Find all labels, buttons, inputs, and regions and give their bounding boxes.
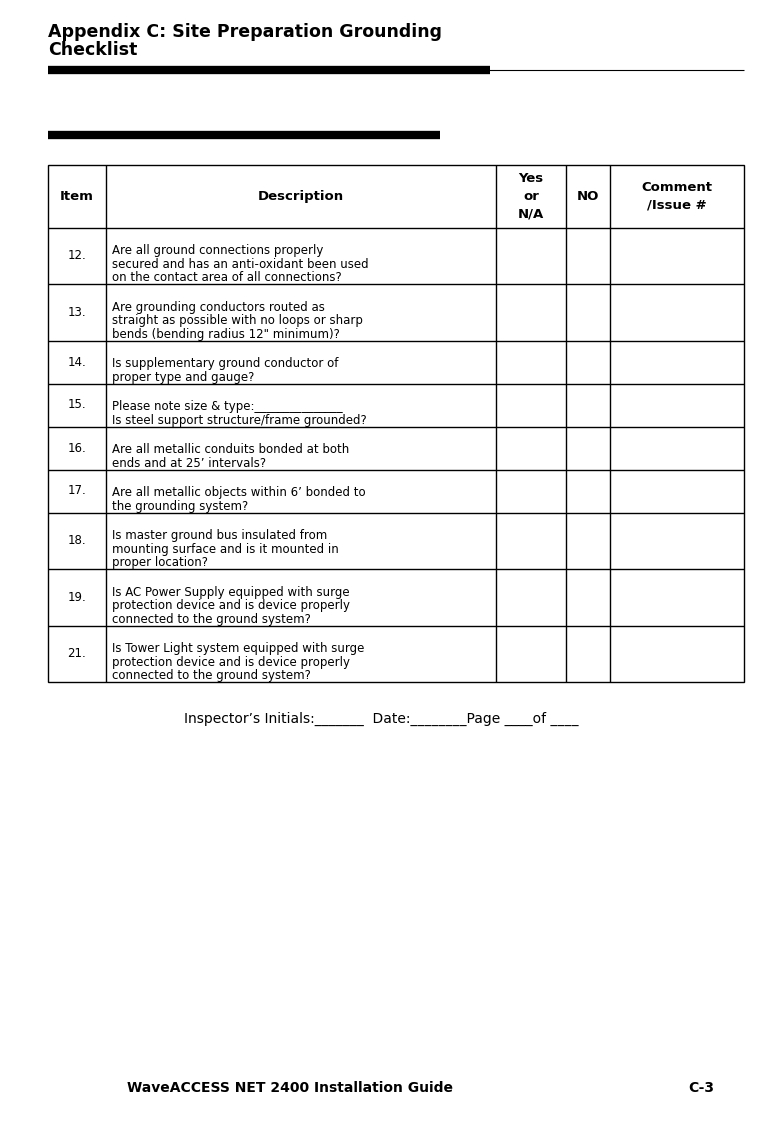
Text: 13.: 13. <box>68 306 86 318</box>
Text: Is master ground bus insulated from: Is master ground bus insulated from <box>112 529 327 542</box>
Text: 17.: 17. <box>68 485 86 497</box>
Text: 15.: 15. <box>68 398 86 412</box>
Text: protection device and is device properly: protection device and is device properly <box>112 656 350 668</box>
Text: Is AC Power Supply equipped with surge: Is AC Power Supply equipped with surge <box>112 586 350 598</box>
Text: secured and has an anti-oxidant been used: secured and has an anti-oxidant been use… <box>112 258 369 271</box>
Text: Checklist: Checklist <box>48 40 137 58</box>
Text: proper type and gauge?: proper type and gauge? <box>112 371 255 384</box>
Text: 21.: 21. <box>68 647 86 660</box>
Text: the grounding system?: the grounding system? <box>112 500 248 513</box>
Text: Appendix C: Site Preparation Grounding: Appendix C: Site Preparation Grounding <box>48 22 442 40</box>
Text: Are all metallic objects within 6’ bonded to: Are all metallic objects within 6’ bonde… <box>112 486 366 500</box>
Text: Is steel support structure/frame grounded?: Is steel support structure/frame grounde… <box>112 414 367 426</box>
Text: WaveACCESS NET 2400 Installation Guide: WaveACCESS NET 2400 Installation Guide <box>126 1081 453 1095</box>
Text: Are grounding conductors routed as: Are grounding conductors routed as <box>112 300 325 314</box>
Text: connected to the ground system?: connected to the ground system? <box>112 669 311 682</box>
Bar <box>48 165 744 682</box>
Text: Is Tower Light system equipped with surge: Is Tower Light system equipped with surg… <box>112 642 364 655</box>
Text: Please note size & type:_______________: Please note size & type:_______________ <box>112 400 343 413</box>
Text: Yes
or
N/A: Yes or N/A <box>518 172 544 220</box>
Text: NO: NO <box>577 190 599 202</box>
Text: Item: Item <box>60 190 94 202</box>
Text: Is supplementary ground conductor of: Is supplementary ground conductor of <box>112 358 338 370</box>
Text: 18.: 18. <box>68 534 86 547</box>
Text: mounting surface and is it mounted in: mounting surface and is it mounted in <box>112 542 339 556</box>
Text: on the contact area of all connections?: on the contact area of all connections? <box>112 271 341 285</box>
Text: ends and at 25’ intervals?: ends and at 25’ intervals? <box>112 457 266 470</box>
Text: C-3: C-3 <box>688 1081 714 1095</box>
Text: bends (bending radius 12" minimum)?: bends (bending radius 12" minimum)? <box>112 327 340 341</box>
Text: 19.: 19. <box>68 591 86 604</box>
Text: 12.: 12. <box>68 250 86 262</box>
Text: 14.: 14. <box>68 356 86 369</box>
Text: 16.: 16. <box>68 441 86 454</box>
Text: proper location?: proper location? <box>112 556 208 569</box>
Text: Comment
/Issue #: Comment /Issue # <box>642 181 712 212</box>
Text: Are all ground connections properly: Are all ground connections properly <box>112 244 323 258</box>
Text: Description: Description <box>258 190 344 202</box>
Text: connected to the ground system?: connected to the ground system? <box>112 613 311 626</box>
Text: Are all metallic conduits bonded at both: Are all metallic conduits bonded at both <box>112 443 349 457</box>
Text: straight as possible with no loops or sharp: straight as possible with no loops or sh… <box>112 314 363 327</box>
Text: Inspector’s Initials:_______  Date:________Page ____of ____: Inspector’s Initials:_______ Date:______… <box>184 712 578 726</box>
Text: protection device and is device properly: protection device and is device properly <box>112 600 350 612</box>
